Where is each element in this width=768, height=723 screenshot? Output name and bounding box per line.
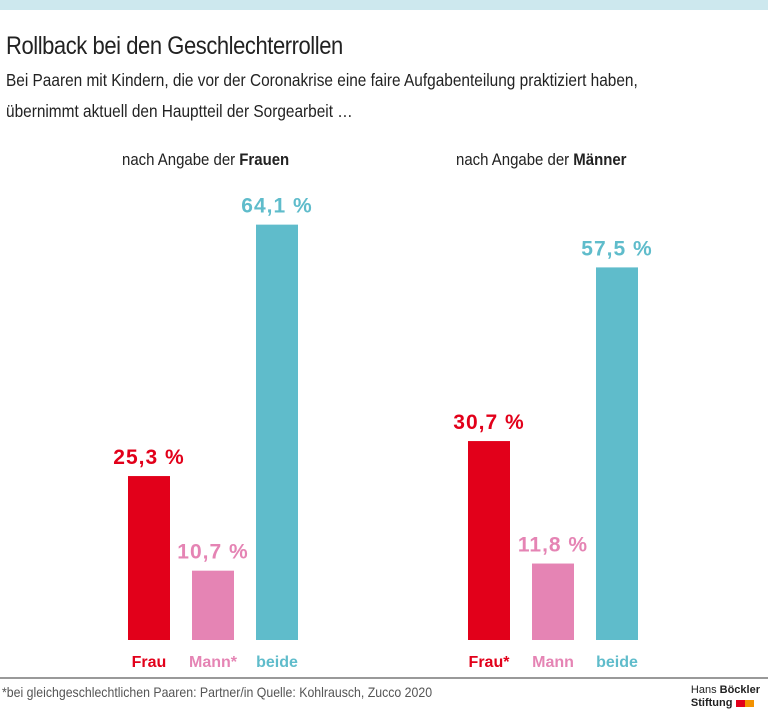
subtitle-line-2: übernimmt aktuell den Hauptteil der Sorg…	[6, 101, 353, 121]
panel-title-maenner: nach Angabe der Männer	[456, 150, 627, 169]
category-label: Frau	[132, 654, 167, 671]
bar-mann	[192, 570, 234, 640]
category-label: Frau*	[469, 654, 511, 671]
bar-mann	[532, 563, 574, 640]
bar-chart: 25,3 % Frau 10,7 % Mann* 64,1 % beide 30,7 % Fr…	[113, 195, 652, 671]
data-label: 25,3 %	[113, 446, 184, 469]
bar-beide	[256, 224, 298, 640]
panel-title-frauen: nach Angabe der Frauen	[122, 150, 290, 169]
bar-frau	[468, 441, 510, 640]
bar-frau	[128, 476, 170, 640]
data-label: 11,8 %	[518, 534, 588, 557]
subtitle-line-1: Bei Paaren mit Kindern, die vor der Coro…	[6, 70, 638, 90]
category-label: beide	[596, 654, 638, 671]
footnote-source: *bei gleichgeschlechtlichen Paaren: Part…	[2, 684, 433, 700]
hans-boeckler-logo: Hans Böckler Stiftung	[690, 684, 760, 709]
category-label: beide	[256, 654, 298, 671]
bar-beide	[596, 267, 638, 640]
chart-title: Rollback bei den Geschlechterrollen	[6, 32, 343, 60]
category-label: Mann	[532, 654, 574, 671]
top-bar	[0, 0, 768, 10]
data-label: 10,7 %	[177, 541, 248, 564]
divider	[0, 677, 768, 679]
data-label: 64,1 %	[241, 195, 312, 218]
category-label: Mann*	[189, 654, 238, 671]
data-label: 30,7 %	[453, 411, 524, 434]
data-label: 57,5 %	[581, 237, 652, 260]
